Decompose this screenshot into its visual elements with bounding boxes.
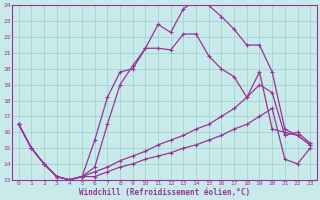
X-axis label: Windchill (Refroidissement éolien,°C): Windchill (Refroidissement éolien,°C) <box>79 188 250 197</box>
